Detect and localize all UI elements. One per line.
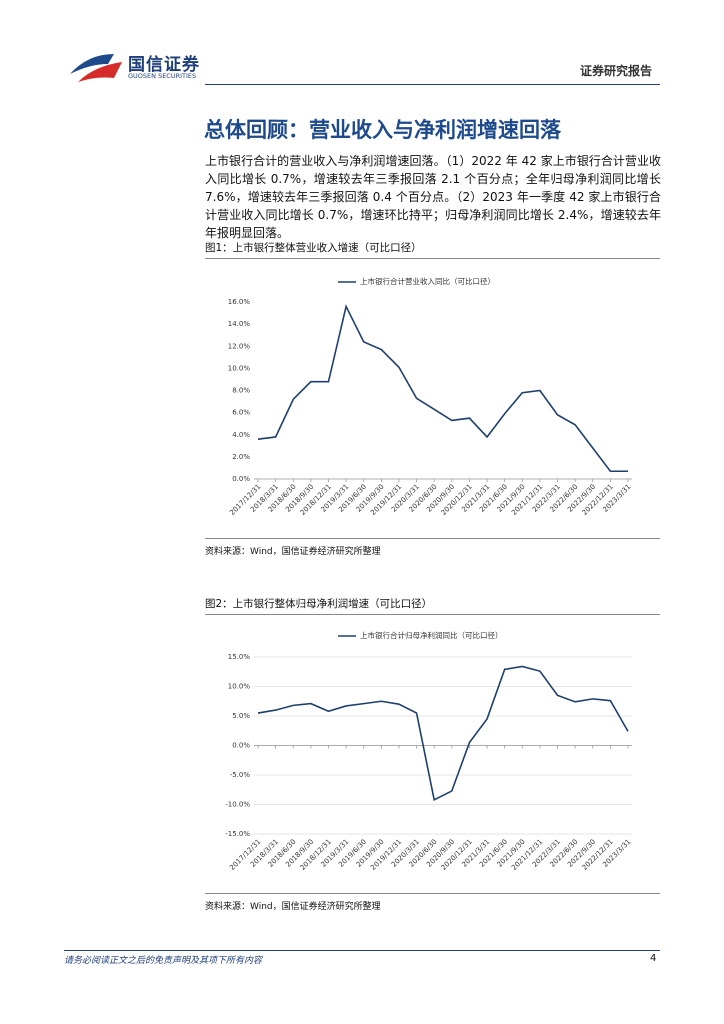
y-tick-label: 0.0% [232,475,250,483]
y-tick-label: 4.0% [232,431,250,439]
legend-label: 上市银行合计营业收入同比（可比口径） [360,276,495,286]
page-number: 4 [650,953,657,964]
brand-en: GUOSEN SECURITIES [128,72,197,80]
y-tick-label: 6.0% [232,409,250,417]
y-tick-label: -5.0% [230,771,251,779]
y-tick-label: 10.0% [228,364,251,372]
y-tick-label: 0.0% [232,742,250,750]
paragraph: 上市银行合计的营业收入与净利润增速回落。（1）2022 年 42 家上市银行合计… [205,154,661,240]
section-title: 总体回顾：营业收入与净利润增速回落 [204,118,561,142]
y-tick-label: 14.0% [228,320,251,328]
chart: 0.0% 2.0% 4.0% 6.0% 8.0% 10.0% 12.0% 14.0% 16.0%… [228,276,633,517]
legend-label: 上市银行合计归母净利润同比（可比口径） [360,630,503,640]
y-tick-label: 2.0% [232,453,250,461]
report-type: 证券研究报告 [580,64,653,78]
y-tick-label: -15.0% [225,830,250,838]
brand: 国信证券 [128,55,200,75]
chart: -15.0%-10.0%-5.0%0.0%5.0%10.0%15.0%2017/… [225,630,632,872]
header-rule [205,84,660,85]
y-tick-label: 15.0% [228,653,251,661]
y-tick-label: 5.0% [232,712,250,720]
y-tick-label: 8.0% [232,387,250,395]
figure-source: 资料来源：Wind，国信证券经济研究所整理 [205,893,660,912]
figure-caption: 图2：上市银行整体归母净利润增速（可比口径） [205,596,660,615]
y-tick-label: 10.0% [228,683,251,691]
logo [70,54,122,82]
line [257,304,628,473]
footer-rule [64,950,660,951]
line [257,665,629,801]
y-tick-label: -10.0% [225,801,250,809]
y-tick-label: 16.0% [228,298,251,306]
figure-caption: 图1：上市银行整体营业收入增速（可比口径） [205,240,660,259]
disclaimer: 请务必阅读正文之后的免责声明及其项下所有内容 [64,956,263,966]
y-tick-label: 12.0% [228,342,251,350]
figure-source: 资料来源：Wind，国信证券经济研究所整理 [205,538,660,557]
